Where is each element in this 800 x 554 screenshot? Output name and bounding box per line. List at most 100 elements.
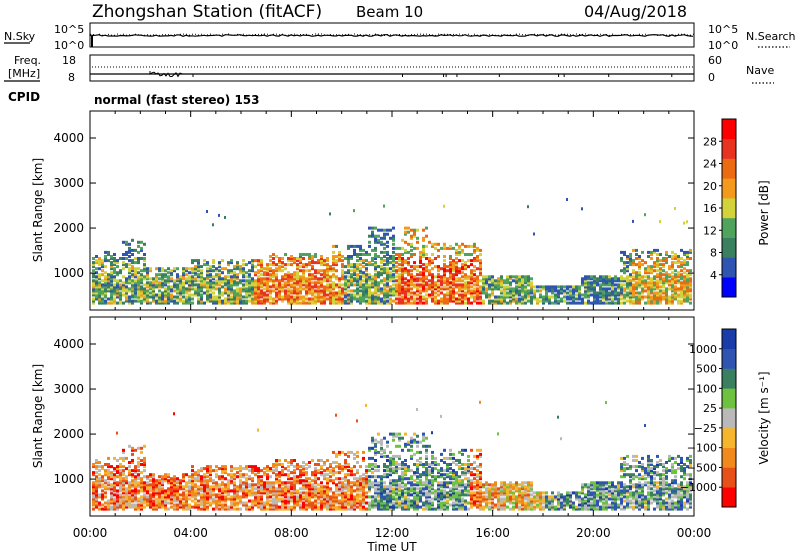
echo-cell [362, 501, 365, 505]
echo-cell [155, 293, 158, 297]
echo-cell [635, 281, 638, 285]
echo-cell [137, 489, 140, 493]
echo-cell [347, 469, 350, 473]
echo-cell [515, 279, 518, 283]
echo-cell [149, 487, 152, 491]
echo-cell [536, 301, 539, 305]
echo-cell [386, 291, 389, 295]
echo-cell [296, 277, 299, 281]
echo-cell [176, 491, 179, 495]
echo-cell [263, 283, 266, 287]
echo-cell [377, 275, 380, 279]
echo-cell [395, 505, 398, 509]
echo-cell [359, 481, 362, 485]
echo-cell [494, 287, 497, 291]
echo-cell [440, 246, 443, 250]
echo-cell [380, 489, 383, 493]
echo-cell [191, 483, 194, 487]
echo-cell [464, 265, 467, 269]
echo-cell [389, 467, 392, 471]
echo-cell [305, 293, 308, 297]
echo-cell [476, 283, 479, 287]
echo-cell [131, 469, 134, 473]
echo-cell [230, 503, 233, 507]
echo-cell [104, 291, 107, 295]
echo-cell [548, 287, 551, 291]
echo-cell [365, 465, 368, 469]
echo-cell [506, 291, 509, 295]
echo-cell [266, 469, 269, 473]
echo-cell [686, 257, 689, 260]
echo-cell [530, 299, 533, 303]
echo-cell [518, 285, 521, 289]
echo-cell [383, 295, 386, 299]
echo-cell [278, 267, 281, 271]
echo-cell [407, 281, 410, 285]
echo-cell [614, 275, 617, 279]
echo-cell [281, 497, 284, 501]
echo-cell [314, 281, 317, 285]
echo-cell [332, 469, 335, 473]
echo-cell [167, 475, 170, 479]
echo-cell [197, 485, 200, 489]
echo-cell [233, 265, 236, 269]
echo-cell [185, 503, 188, 507]
echo-cell [380, 475, 383, 479]
echo-cell [257, 259, 260, 263]
echo-cell [329, 505, 332, 509]
echo-cell [392, 234, 395, 238]
echo-cell [683, 297, 686, 301]
echo-cell [614, 289, 617, 293]
echo-cell [644, 281, 647, 285]
echo-cell [545, 287, 548, 291]
echo-cell [185, 279, 188, 283]
echo-cell [239, 297, 242, 301]
echo-cell [221, 503, 224, 507]
echo-cell [206, 505, 209, 509]
echo-cell [653, 281, 656, 285]
echo-cell [239, 481, 242, 485]
echo-cell [356, 287, 359, 291]
echo-cell [215, 501, 218, 505]
echo-cell [218, 283, 221, 287]
echo-cell [290, 471, 293, 475]
echo-cell [605, 275, 608, 279]
echo-cell [626, 293, 629, 297]
echo-cell [197, 293, 200, 297]
echo-cell [293, 503, 296, 507]
echo-cell [320, 499, 323, 503]
echo-cell [281, 265, 284, 269]
echo-cell [485, 287, 488, 291]
echo-cell [131, 275, 134, 279]
echo-cell [302, 507, 305, 511]
echo-cell [392, 454, 395, 458]
echo-cell [242, 487, 245, 491]
echo-cell [272, 285, 275, 289]
echo-cell [341, 299, 344, 303]
echo-cell [107, 477, 110, 481]
echo-cell [281, 297, 284, 301]
echo-cell [386, 499, 389, 503]
echo-cell [212, 269, 215, 273]
echo-cell [131, 248, 134, 252]
echo-cell [119, 499, 122, 503]
echo-cell [626, 261, 629, 265]
echo-cell [461, 242, 464, 246]
echo-cell [107, 297, 110, 301]
echo-cell [413, 277, 416, 281]
echo-cell [476, 295, 479, 299]
echo-cell [443, 273, 446, 277]
echo-cell [107, 483, 110, 487]
echo-cell [338, 485, 341, 489]
echo-cell [263, 483, 266, 487]
echo-cell [95, 275, 98, 279]
echo-cell-sparse [383, 204, 385, 208]
echo-cell [158, 299, 161, 303]
echo-cell [146, 491, 149, 495]
echo-cell [101, 485, 104, 489]
echo-cell [266, 489, 269, 493]
echo-cell [602, 295, 605, 299]
echo-cell [320, 493, 323, 497]
echo-cell [293, 297, 296, 301]
echo-cell [410, 291, 413, 295]
